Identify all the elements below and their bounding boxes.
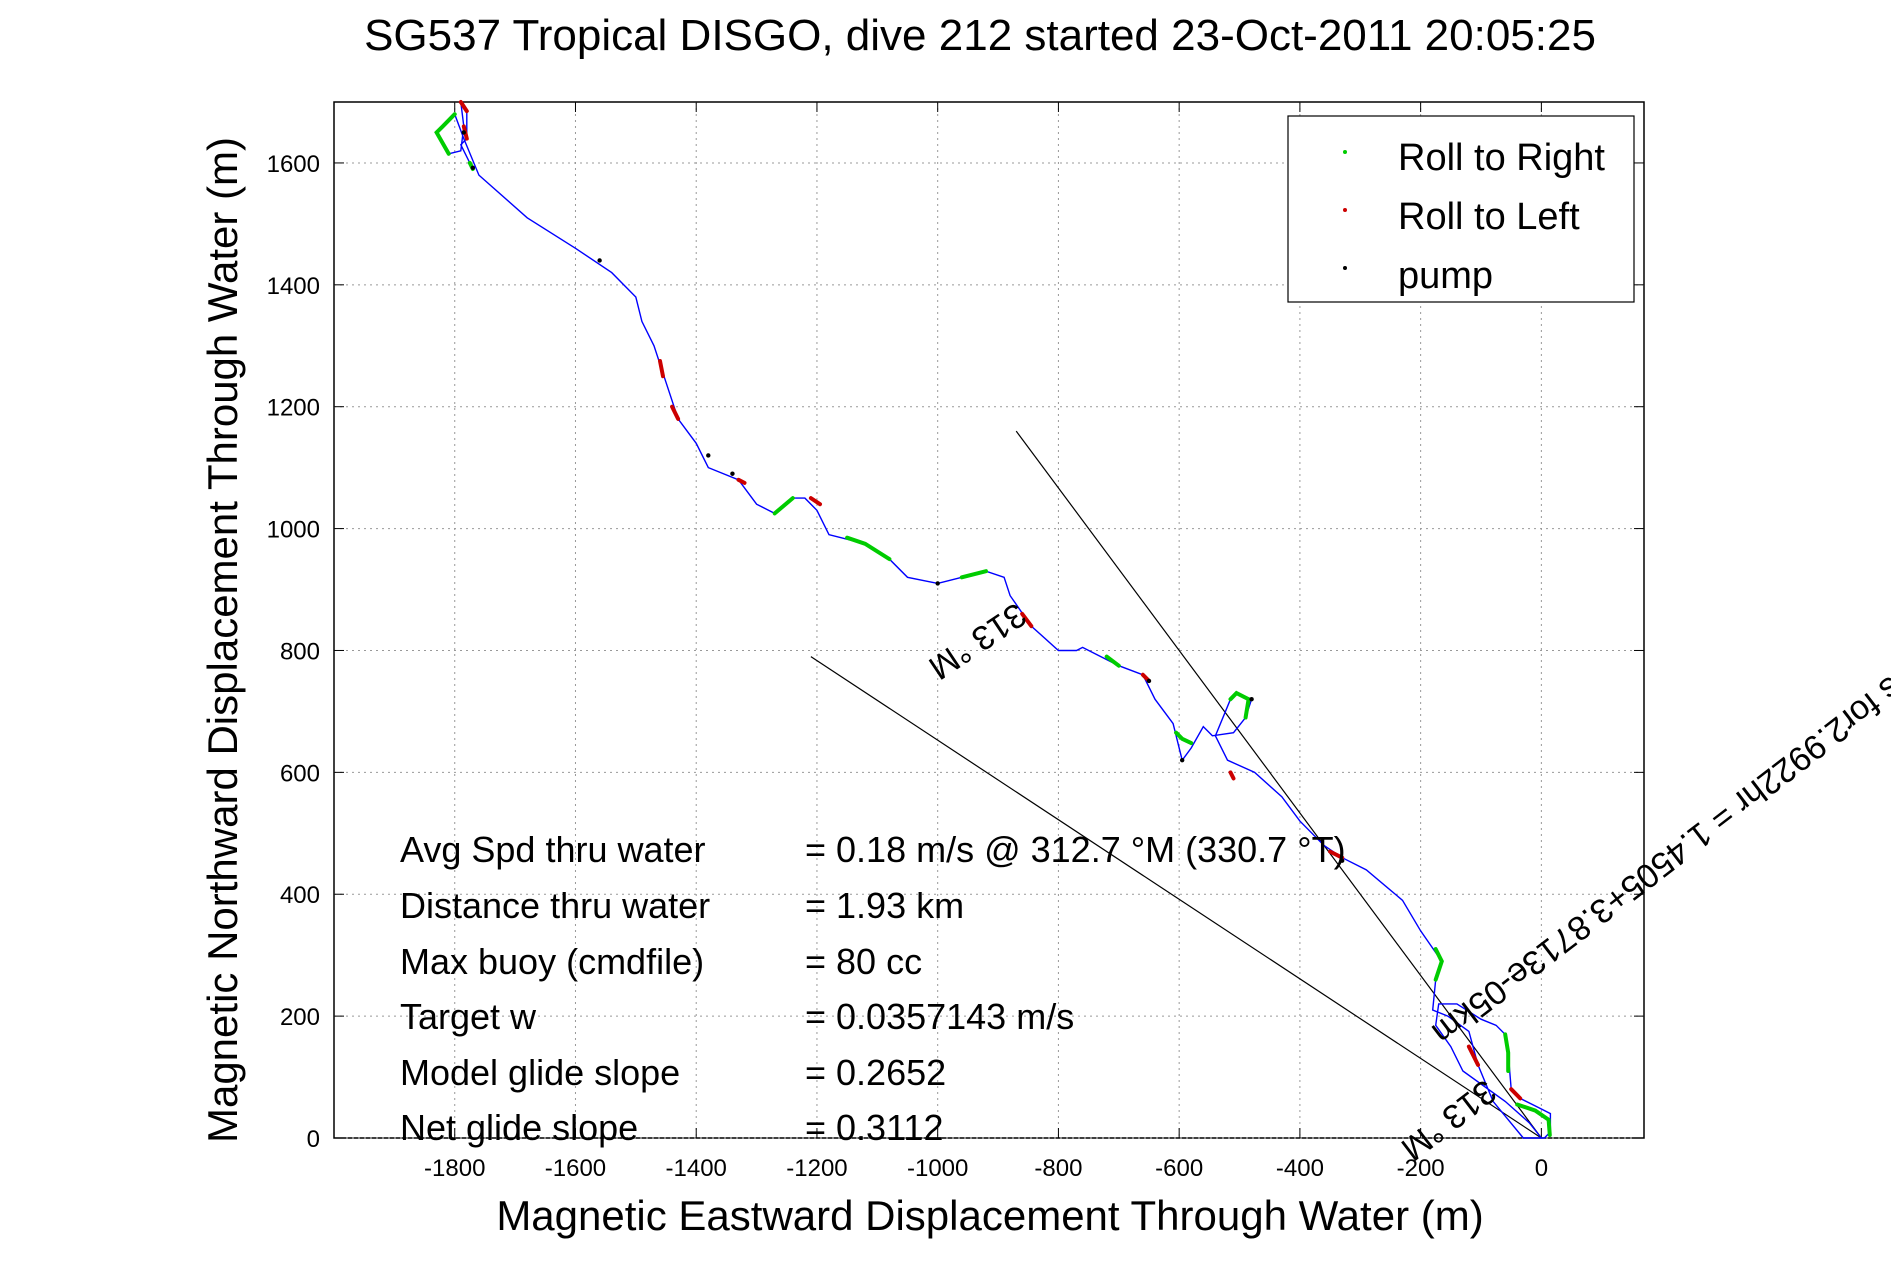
x-tick-label: -800 bbox=[1034, 1155, 1082, 1182]
grid bbox=[334, 102, 1644, 1139]
roll-left-segment bbox=[658, 359, 665, 379]
y-tick-label: 600 bbox=[280, 760, 320, 787]
y-tick-label: 1600 bbox=[267, 151, 320, 178]
roll-right-segment bbox=[1174, 730, 1194, 746]
roll-right-segment bbox=[1104, 654, 1121, 668]
y-tick-label: 0 bbox=[307, 1126, 320, 1153]
pump-point bbox=[935, 581, 940, 586]
legend-roll-right-marker bbox=[1343, 150, 1347, 154]
x-tick-label: -1400 bbox=[666, 1155, 727, 1182]
roll-segments bbox=[434, 100, 1552, 1137]
annotation-value: = 0.2652 bbox=[805, 1052, 946, 1093]
annotation-label: Max buoy (cmdfile) bbox=[400, 941, 704, 982]
y-axis-label: Magnetic Northward Displacement Through … bbox=[199, 137, 246, 1143]
legend-roll-left-marker bbox=[1343, 208, 1347, 212]
annotation-value: = 0.3112 bbox=[805, 1107, 943, 1148]
legend-pump-label: pump bbox=[1398, 255, 1493, 297]
pump-point bbox=[1339, 858, 1345, 863]
annotation-label: Model glide slope bbox=[400, 1052, 680, 1093]
roll-right-segment bbox=[1503, 1032, 1511, 1073]
x-tick-label: -1000 bbox=[907, 1155, 968, 1182]
roll-left-segment bbox=[670, 404, 681, 421]
y-ticks: 0 200 400 600 800 1000 1200 1400 1600 bbox=[267, 151, 1644, 1153]
roll-left-segment bbox=[1228, 770, 1236, 781]
x-tick-label: 0 bbox=[1535, 1155, 1548, 1182]
legend: Roll to Right Roll to Left pump bbox=[1287, 115, 1635, 303]
annotations: Avg Spd thru water = 0.18 m/s @ 312.7 °M… bbox=[400, 829, 1346, 1148]
x-ticks: -1800 -1600 -1400 -1200 -1000 -800 -600 -400 -20… bbox=[424, 102, 1548, 1182]
chart-title: SG537 Tropical DISGO, dive 212 started 2… bbox=[364, 11, 1596, 60]
x-tick-label: -1200 bbox=[786, 1155, 847, 1182]
roll-right-segment bbox=[845, 535, 892, 562]
roll-right-segment bbox=[772, 496, 795, 516]
x-tick-label: -200 bbox=[1397, 1155, 1445, 1182]
pump-point bbox=[1179, 757, 1185, 763]
track bbox=[435, 101, 1552, 1139]
roll-left-segment bbox=[1509, 1087, 1523, 1101]
legend-roll-right-label: Roll to Right bbox=[1398, 137, 1605, 179]
x-tick-label: -1800 bbox=[424, 1155, 485, 1182]
x-axis-label: Magnetic Eastward Displacement Through W… bbox=[496, 1192, 1483, 1239]
heading-line bbox=[810, 656, 1542, 1139]
y-tick-label: 1200 bbox=[267, 395, 320, 422]
x-tick-label: -400 bbox=[1276, 1155, 1324, 1182]
annotation-label: Net glide slope bbox=[400, 1107, 638, 1148]
annotation-label: Avg Spd thru water bbox=[400, 829, 706, 870]
track-line bbox=[435, 101, 1552, 1139]
y-tick-label: 1000 bbox=[267, 517, 320, 544]
annotation-value: = 0.0357143 m/s bbox=[805, 996, 1074, 1037]
legend-roll-left-label: Roll to Left bbox=[1398, 196, 1580, 238]
pump-point bbox=[1249, 697, 1254, 702]
roll-left-segment bbox=[1328, 849, 1345, 860]
legend-pump-marker bbox=[1343, 266, 1347, 270]
pump-point bbox=[706, 453, 711, 458]
y-tick-label: 800 bbox=[280, 638, 320, 665]
y-tick-label: 400 bbox=[280, 882, 320, 909]
pump-points bbox=[461, 130, 1345, 863]
roll-left-segment bbox=[458, 100, 469, 114]
roll-left-segment bbox=[1466, 1044, 1480, 1067]
pump-point bbox=[461, 130, 466, 135]
roll-right-segment bbox=[1228, 690, 1251, 720]
annotation-label: Target w bbox=[400, 996, 537, 1037]
roll-left-segment bbox=[736, 477, 747, 485]
annotation-value: = 80 cc bbox=[805, 941, 922, 982]
roll-left-segment bbox=[1020, 611, 1034, 629]
roll-right-segment bbox=[434, 112, 457, 156]
pump-point bbox=[730, 471, 735, 476]
y-tick-label: 1400 bbox=[267, 273, 320, 300]
x-tick-label: -600 bbox=[1155, 1155, 1203, 1182]
roll-right-segment bbox=[1433, 947, 1444, 982]
pump-point bbox=[470, 165, 476, 171]
pump-point bbox=[1146, 678, 1152, 684]
annotation-value: = 1.93 km bbox=[805, 885, 964, 926]
annotation-label: Distance thru water bbox=[400, 885, 710, 926]
roll-right-segment bbox=[959, 569, 988, 580]
roll-left-segment bbox=[808, 496, 822, 507]
roll-right-segment bbox=[1515, 1102, 1552, 1137]
y-tick-label: 200 bbox=[280, 1004, 320, 1031]
pump-point bbox=[597, 258, 602, 263]
annotation-value: = 0.18 m/s @ 312.7 °M (330.7 °T) bbox=[805, 829, 1346, 870]
x-tick-label: -1600 bbox=[545, 1155, 606, 1182]
